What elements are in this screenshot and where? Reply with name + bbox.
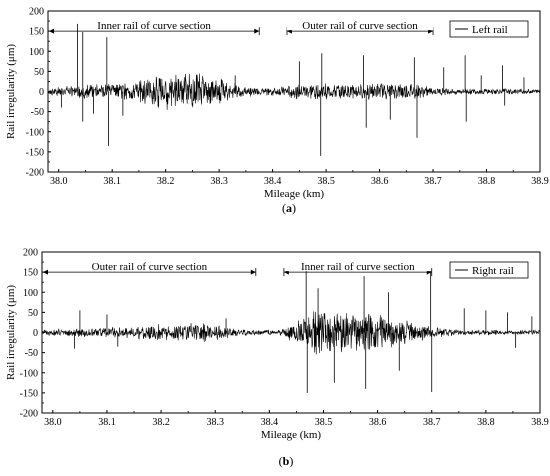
- x-tick-label: 38.3: [206, 417, 224, 428]
- y-tick-label: 50: [34, 67, 44, 78]
- annotation-label: Inner rail of curve section: [301, 261, 415, 273]
- annotation-text-bg: [76, 262, 223, 272]
- x-tick-label: 38.1: [98, 417, 116, 428]
- x-tick-label: 38.3: [210, 176, 228, 187]
- panel-caption-letter: a: [286, 201, 292, 215]
- y-tick-label: -200: [20, 409, 38, 420]
- y-tick-label: -50: [25, 348, 38, 359]
- y-tick-label: 200: [29, 7, 44, 18]
- legend-box: [449, 20, 529, 38]
- x-tick-label: 38.7: [423, 417, 441, 428]
- annotation-text-bg: [284, 262, 432, 272]
- legend-box: [449, 261, 529, 279]
- y-tick-label: -150: [20, 388, 38, 399]
- y-tick-label: 200: [23, 248, 38, 259]
- legend-label: Left rail: [472, 24, 508, 36]
- y-tick-label: -50: [31, 107, 44, 118]
- series-trace-left-rail: [48, 73, 540, 110]
- panel-a-chart: -200 -150 -100 -50 0 50 100 150 200 38.0 38.1 38.2 3…: [5, 7, 549, 216]
- x-tick-label: 38.4: [261, 417, 279, 428]
- x-axis-title: Mileage (km): [261, 429, 322, 441]
- x-tick-label: 38.2: [157, 176, 175, 187]
- x-tick-label: 38.2: [152, 417, 170, 428]
- x-tick-label: 38.0: [44, 417, 62, 428]
- y-axis-title: Rail irregularity (μm): [5, 285, 17, 380]
- x-tick-label: 38.6: [369, 417, 387, 428]
- y-tick-label: -100: [20, 368, 38, 379]
- legend-label: Right rail: [472, 265, 514, 277]
- panel-caption: (b): [279, 454, 294, 468]
- panel-caption-letter: b: [283, 454, 290, 468]
- annotation-label: Outer rail of curve section: [302, 20, 418, 32]
- series-trace-right-rail: [42, 311, 540, 355]
- y-tick-label: 150: [23, 268, 38, 279]
- x-tick-label: 38.5: [315, 417, 333, 428]
- annotation-label: Outer rail of curve section: [92, 261, 208, 273]
- x-tick-label: 38.0: [50, 176, 68, 187]
- y-tick-label: 100: [23, 288, 38, 299]
- annotation-text-bg: [80, 21, 228, 31]
- y-tick-label: 0: [39, 87, 44, 98]
- x-axis-title: Mileage (km): [264, 188, 325, 200]
- arrow-head-left: [43, 269, 48, 275]
- x-tick-label: 38.9: [531, 176, 549, 187]
- y-tick-label: 0: [33, 328, 38, 339]
- y-tick-label: -150: [26, 147, 44, 158]
- arrow-head-right: [250, 269, 256, 275]
- x-tick-label: 38.5: [317, 176, 335, 187]
- y-tick-label: -100: [26, 127, 44, 138]
- y-tick-label: -200: [26, 168, 44, 179]
- panel-b-chart: -200 -150 -100 -50 0 50 100 150 200 38.0 38.1 38.2 3…: [5, 248, 549, 469]
- x-tick-label: 38.7: [424, 176, 442, 187]
- y-tick-label: 50: [28, 308, 38, 319]
- x-tick-label: 38.1: [103, 176, 121, 187]
- annotation-text-bg: [286, 21, 434, 31]
- arrow-head-left: [49, 28, 54, 34]
- panel-caption: (a): [282, 201, 296, 215]
- x-tick-label: 38.6: [371, 176, 389, 187]
- x-tick-label: 38.8: [478, 176, 496, 187]
- y-axis-title: Rail irregularity (μm): [5, 44, 17, 139]
- y-tick-label: 100: [29, 47, 44, 58]
- x-tick-label: 38.9: [531, 417, 549, 428]
- arrow-head-right: [254, 28, 260, 34]
- x-tick-label: 38.8: [477, 417, 495, 428]
- y-tick-label: 150: [29, 27, 44, 38]
- annotation-label: Inner rail of curve section: [97, 20, 211, 32]
- x-tick-label: 38.4: [264, 176, 282, 187]
